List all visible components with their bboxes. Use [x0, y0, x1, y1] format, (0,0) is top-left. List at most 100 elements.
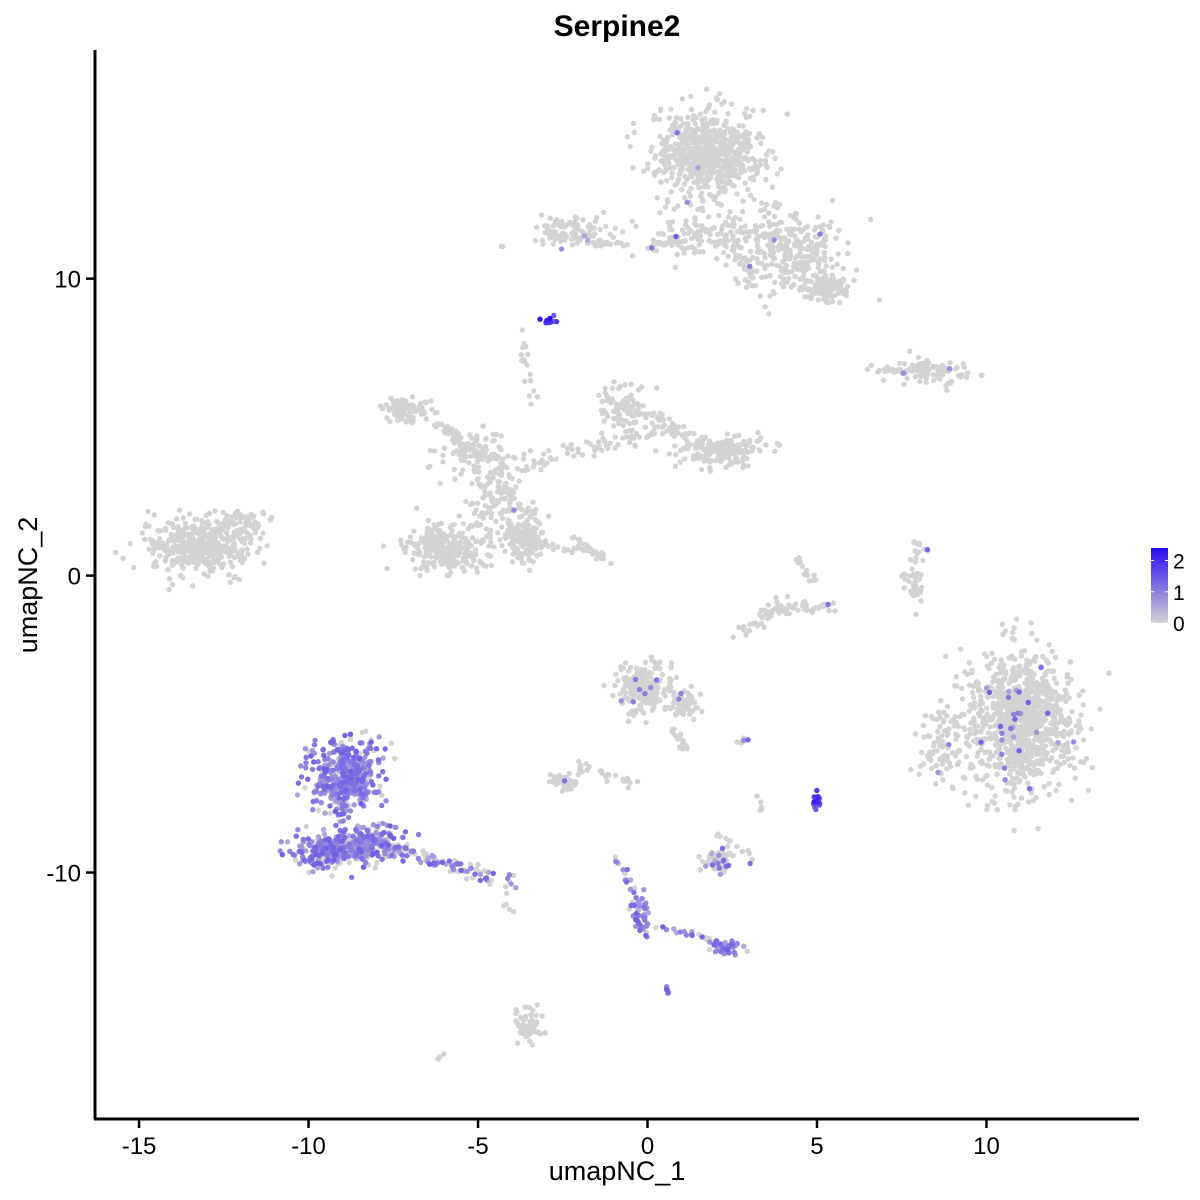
data-point: [539, 237, 546, 243]
data-point: [664, 428, 670, 434]
data-point: [724, 153, 730, 159]
data-point: [990, 679, 996, 685]
data-point: [688, 683, 694, 690]
data-point: [212, 508, 218, 514]
data-point: [823, 281, 829, 287]
data-point: [151, 512, 157, 518]
data-point: [481, 868, 488, 874]
data-point: [659, 230, 665, 237]
data-point: [564, 450, 571, 457]
data-point: [1025, 744, 1031, 750]
data-point: [749, 444, 755, 451]
data-point: [187, 548, 194, 554]
data-point: [429, 406, 435, 413]
data-point: [407, 534, 414, 540]
data-point: [490, 431, 496, 437]
data-point: [207, 547, 213, 553]
data-point: [527, 448, 534, 454]
data-point: [417, 549, 423, 555]
data-point: [909, 566, 915, 572]
data-point: [685, 706, 692, 712]
data-point: [710, 117, 716, 123]
data-point: [533, 1012, 539, 1019]
data-point: [549, 228, 555, 235]
data-point: [449, 558, 455, 564]
data-point: [163, 554, 169, 561]
data-point: [851, 277, 857, 283]
data-point: [220, 509, 226, 516]
data-point: [400, 411, 406, 417]
data-point: [478, 482, 485, 488]
data-point: [992, 793, 998, 799]
data-point: [498, 433, 504, 439]
data-point: [415, 541, 421, 547]
data-point: [529, 1017, 535, 1023]
data-point: [769, 184, 776, 190]
data-point: [845, 240, 851, 246]
data-point: [1029, 686, 1036, 692]
data-point: [757, 293, 763, 299]
data-point: [315, 807, 321, 814]
data-point: [607, 440, 613, 446]
data-point: [612, 854, 618, 860]
data-point: [813, 604, 819, 611]
data-point: [502, 534, 508, 540]
data-point: [685, 160, 692, 166]
data-point: [510, 529, 516, 536]
data-point: [798, 267, 805, 273]
data-point: [752, 229, 758, 235]
data-point: [762, 263, 769, 269]
data-point: [1076, 692, 1082, 698]
data-point: [724, 238, 731, 244]
data-point: [739, 208, 746, 215]
data-point: [674, 251, 680, 258]
data-point: [264, 543, 270, 549]
data-point: [519, 529, 525, 536]
data-point: [843, 292, 850, 299]
data-point: [740, 123, 746, 129]
data-point: [931, 743, 937, 749]
data-point: [742, 110, 748, 117]
data-point: [660, 690, 667, 696]
data-point: [1041, 784, 1047, 790]
data-point: [651, 428, 657, 434]
data-point: [457, 530, 463, 536]
data-point: [486, 531, 493, 537]
data-point: [620, 435, 626, 441]
data-point: [756, 611, 763, 617]
data-point: [1016, 770, 1023, 776]
data-point: [772, 155, 778, 162]
data-point: [220, 543, 227, 549]
data-point: [471, 447, 477, 454]
data-point: [510, 909, 517, 915]
data-point: [930, 377, 937, 384]
data-point: [735, 139, 741, 145]
data-point: [697, 441, 703, 448]
data-point: [1007, 655, 1013, 661]
data-point: [927, 733, 933, 740]
data-point: [169, 535, 176, 541]
data-point: [612, 445, 618, 451]
data-point: [533, 1021, 539, 1027]
data-point: [764, 201, 770, 208]
data-point: [738, 143, 745, 149]
data-point: [721, 131, 728, 137]
data-point: [1002, 787, 1009, 794]
data-point: [166, 538, 172, 544]
data-point: [966, 682, 973, 688]
data-point: [218, 533, 224, 539]
data-point: [572, 782, 578, 788]
data-point: [517, 501, 523, 507]
data-point: [795, 607, 801, 613]
data-point: [844, 283, 851, 290]
data-point: [569, 446, 575, 453]
data-point: [489, 498, 495, 504]
data-point: [193, 550, 200, 556]
data-point: [169, 581, 176, 588]
data-point: [504, 890, 510, 897]
data-point: [674, 141, 680, 147]
data-point: [747, 437, 753, 443]
data-point: [257, 535, 264, 542]
data-point: [953, 736, 959, 742]
data-point: [940, 709, 947, 715]
